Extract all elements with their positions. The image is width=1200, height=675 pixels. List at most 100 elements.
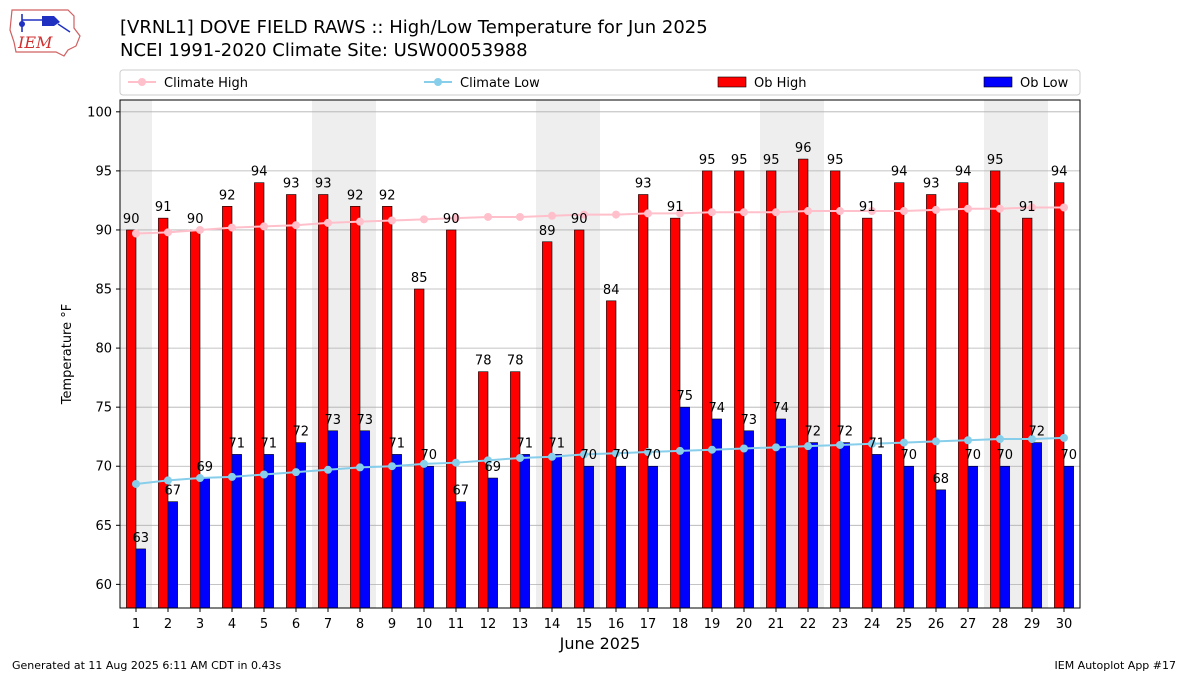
climate-low-point	[516, 453, 524, 462]
ob-low-label: 72	[837, 425, 854, 440]
climate-high-point	[452, 214, 460, 223]
y-tick-label: 85	[95, 283, 112, 298]
climate-low-point	[484, 456, 492, 465]
climate-low-point	[964, 436, 972, 445]
climate-high-point	[740, 208, 748, 217]
climate-low-point	[420, 459, 428, 468]
y-tick-label: 75	[95, 401, 112, 416]
x-tick-label: 25	[896, 617, 913, 632]
climate-high-point	[580, 210, 588, 219]
ob-high-bar	[958, 182, 969, 609]
ob-high-label: 93	[923, 177, 940, 192]
ob-low-label: 70	[901, 448, 918, 463]
climate-high-point	[292, 221, 300, 230]
ob-high-label: 95	[731, 153, 748, 168]
x-tick-label: 21	[768, 617, 785, 632]
ob-low-label: 71	[517, 436, 534, 451]
climate-high-point	[356, 217, 364, 226]
climate-low-point	[324, 465, 332, 474]
climate-low-point	[580, 450, 588, 459]
ob-low-bar	[999, 465, 1010, 609]
chart-title-line2: NCEI 1991-2020 Climate Site: USW00053988	[120, 40, 528, 61]
ob-low-label: 63	[133, 531, 150, 546]
climate-high-point	[900, 207, 908, 216]
ob-low-bar	[583, 465, 594, 609]
ob-high-label: 95	[827, 153, 844, 168]
x-tick-label: 15	[576, 617, 593, 632]
x-tick-label: 14	[544, 617, 561, 632]
ob-low-label: 73	[741, 413, 758, 428]
x-tick-label: 22	[800, 617, 817, 632]
ob-high-bar	[702, 170, 713, 609]
ob-high-label: 91	[859, 200, 876, 215]
climate-low-point	[228, 472, 236, 481]
ob-high-label: 95	[763, 153, 780, 168]
climate-high-point	[676, 209, 684, 218]
ob-high-label: 92	[219, 188, 236, 203]
ob-high-label: 93	[283, 177, 300, 192]
y-tick-label: 100	[87, 105, 112, 120]
climate-low-point	[900, 438, 908, 447]
y-tick-label: 90	[95, 223, 112, 238]
climate-low-point	[836, 440, 844, 449]
climate-high-point	[836, 207, 844, 216]
climate-high-point	[196, 225, 204, 234]
ob-low-bar	[327, 430, 338, 609]
ob-low-bar	[551, 454, 562, 609]
generated-timestamp: Generated at 11 Aug 2025 6:11 AM CDT in …	[12, 659, 282, 672]
ob-high-bar	[1054, 182, 1065, 609]
ob-high-bar	[542, 241, 553, 609]
ob-low-bar	[647, 465, 658, 609]
climate-high-point	[644, 209, 652, 218]
climate-high-point	[324, 218, 332, 227]
x-axis-label: June 2025	[559, 634, 641, 653]
ob-high-bar	[766, 170, 777, 609]
x-tick-label: 6	[292, 617, 300, 632]
x-tick-label: 16	[608, 617, 625, 632]
ob-low-label: 67	[165, 484, 182, 499]
climate-high-line	[135, 206, 1064, 235]
y-tick-label: 65	[95, 519, 112, 534]
x-tick-label: 18	[672, 617, 689, 632]
climate-low-point	[868, 439, 876, 448]
ob-high-bar	[222, 206, 233, 609]
plot-area	[119, 99, 1081, 609]
ob-low-label: 70	[965, 448, 982, 463]
ob-high-bar	[1022, 217, 1033, 609]
ob-high-label: 95	[987, 153, 1004, 168]
ob-high-bar	[894, 182, 905, 609]
x-tick-label: 27	[960, 617, 977, 632]
ob-high-bar	[990, 170, 1001, 609]
y-tick-label: 95	[95, 164, 112, 179]
ob-high-bar	[478, 371, 489, 609]
ob-high-bar	[926, 194, 937, 609]
app-credit: IEM Autoplot App #17	[1054, 659, 1177, 672]
climate-high-point	[772, 208, 780, 217]
climate-low-point	[708, 445, 716, 454]
ob-low-bar	[1063, 465, 1074, 609]
ob-high-bar	[670, 217, 681, 609]
legend-marker-swatch	[138, 78, 146, 86]
climate-high-point	[996, 204, 1004, 213]
climate-low-point	[132, 479, 140, 488]
ob-low-bar	[295, 442, 306, 609]
ob-low-label: 73	[325, 413, 342, 428]
ob-high-label: 91	[667, 200, 684, 215]
climate-low-point	[356, 463, 364, 472]
climate-high-point	[1028, 203, 1036, 212]
ob-low-label: 71	[549, 436, 566, 451]
ob-high-bar	[190, 229, 201, 609]
x-tick-label: 3	[196, 617, 204, 632]
ob-low-label: 67	[453, 484, 470, 499]
x-tick-label: 23	[832, 617, 849, 632]
ob-low-label: 70	[645, 448, 662, 463]
ob-high-bar	[158, 217, 169, 609]
climate-low-point	[164, 476, 172, 485]
ob-high-label: 90	[187, 212, 204, 227]
climate-high-point	[260, 222, 268, 231]
ob-high-bar	[862, 217, 873, 609]
climate-high-point	[388, 216, 396, 225]
legend-label: Climate Low	[460, 76, 540, 91]
ob-high-bar	[286, 194, 297, 609]
ob-low-bar	[487, 477, 498, 609]
